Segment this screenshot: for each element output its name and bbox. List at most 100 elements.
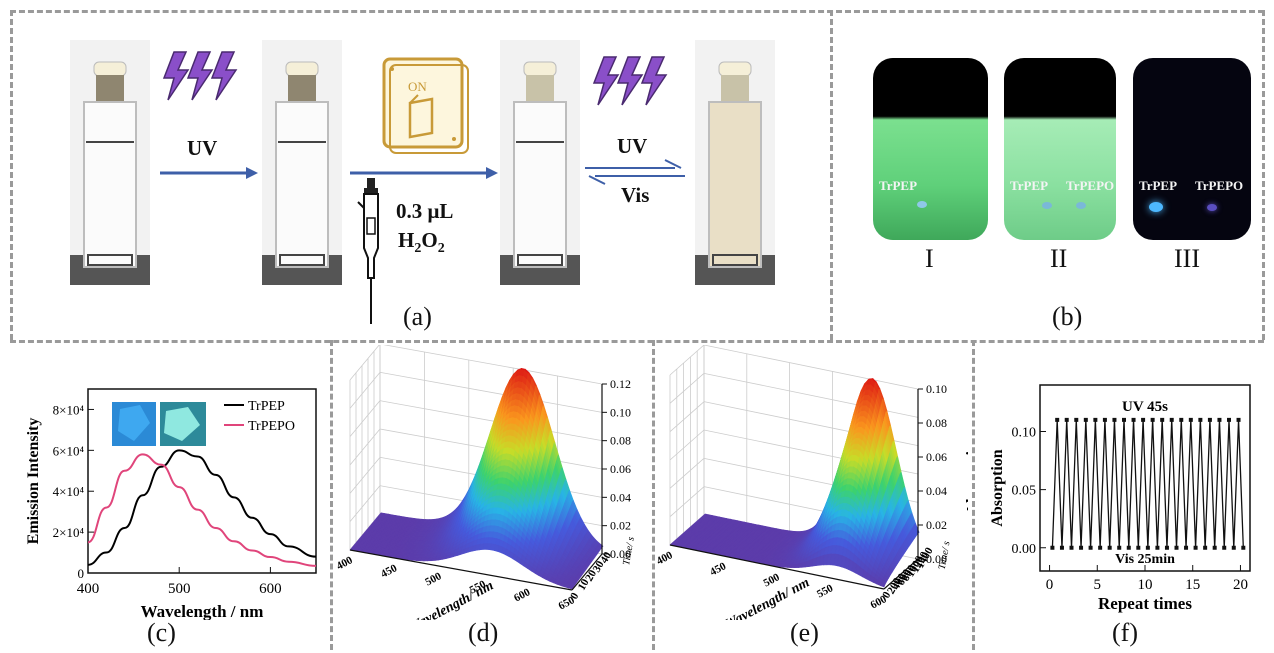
panel-border-c-d (330, 340, 333, 650)
series-line-TrPEP (87, 449, 317, 566)
caption-d: (d) (468, 618, 499, 647)
data-point (1098, 545, 1103, 550)
cuvette-1 (70, 40, 150, 285)
y-tick-label: 0.00 (1012, 542, 1037, 557)
data-point (1227, 417, 1231, 422)
y-axis-line (883, 558, 919, 590)
x-axis-label: Wavelength/ nm (407, 578, 497, 620)
y-tick-label: 2×10⁴ (53, 525, 85, 540)
data-point (1231, 545, 1236, 550)
z-tick-label: 0.12 (610, 377, 631, 391)
data-point (1102, 417, 1107, 422)
z-tick-label: 0.02 (926, 518, 947, 532)
arrow-right-2 (350, 167, 498, 179)
plot-frame (87, 388, 317, 574)
z-tick-label: 0.04 (610, 490, 631, 504)
photo-III: TrPEP TrPEPO (1133, 58, 1251, 240)
data-point (1236, 417, 1241, 422)
data-point (1207, 417, 1212, 422)
y-tick-label: 6×10⁴ (53, 443, 85, 458)
data-point (1188, 417, 1193, 422)
data-point (1174, 545, 1179, 550)
surface-mesh (669, 378, 920, 588)
data-point (1112, 417, 1117, 422)
photo-III-label-0: TrPEP (1139, 178, 1178, 193)
y-tick-label: 0.10 (1012, 426, 1037, 441)
grid-line (379, 371, 603, 413)
data-point (1164, 545, 1169, 550)
data-point (1222, 545, 1227, 550)
z-tick-label: 0.06 (610, 462, 631, 476)
data-point (1059, 545, 1064, 550)
panel-border-a-b (830, 10, 833, 340)
reagent-mid: O (421, 228, 438, 252)
grid-line (669, 429, 705, 461)
annotation-uv: UV 45s (1122, 399, 1168, 415)
surface-mesh (349, 367, 604, 590)
data-point (1122, 417, 1126, 422)
y-axis-label: Time/ s (937, 540, 953, 570)
cycling-line (1051, 419, 1244, 548)
x-axis-line (349, 549, 573, 591)
z-tick-label: 0.04 (926, 484, 947, 498)
data-point (1169, 417, 1174, 422)
uv-label-1: UV (187, 136, 218, 160)
data-point (1198, 417, 1203, 422)
x-tick-label: 400 (77, 581, 100, 597)
caption-c: (c) (147, 618, 176, 647)
data-point (1064, 417, 1069, 422)
x-tick-label: 550 (815, 582, 836, 601)
chart-c-series (87, 449, 317, 567)
panel-border-left (10, 10, 13, 340)
x-tick-label: 20 (1233, 577, 1248, 593)
x-tick-label: 10 (1138, 577, 1153, 593)
reagent-sub-2: 2 (437, 241, 445, 257)
caption-e: (e) (790, 618, 819, 647)
chart-c-axes: 400 500 600 0 2×10⁴ 4×10⁴ 6×10⁴ 8×10⁴ Wavelength… (25, 388, 317, 620)
arrow-right-1 (160, 167, 258, 179)
panel-border-top (10, 10, 1264, 13)
grid-line (349, 428, 381, 466)
data-point (1083, 417, 1088, 422)
data-point (1093, 417, 1098, 422)
crystal-shape (118, 405, 150, 441)
dose-label: 0.3 μL (396, 199, 454, 223)
data-point (1141, 417, 1146, 422)
y-axis-line (571, 553, 603, 591)
x-tick-label: 500 (168, 581, 191, 597)
grid-line (669, 486, 705, 517)
data-point (1126, 545, 1131, 550)
data-point (1241, 545, 1246, 550)
grid-line (349, 372, 381, 409)
photo-I: TrPEP (873, 58, 988, 240)
z-axis-label: Absorption (963, 432, 968, 515)
y-tick-label: 0 (568, 590, 581, 601)
grid-line (669, 458, 705, 489)
grid-line (379, 400, 603, 442)
reagent-label: H2O2 (398, 228, 445, 257)
x-tick-label: 500 (761, 571, 782, 590)
photo-II-roman: II (1050, 244, 1068, 273)
pipette-icon (357, 178, 379, 324)
x-tick-label: 400 (656, 549, 675, 568)
z-tick-label: 0.06 (926, 450, 947, 464)
z-tick-label: 0.08 (610, 434, 631, 448)
x-axis-label: Wavelength / nm (141, 602, 264, 620)
caption-b: (b) (1052, 302, 1083, 331)
data-point (1193, 545, 1198, 550)
x-tick-label: 400 (336, 554, 355, 573)
chart-c-legend: TrPEP TrPEPO (224, 399, 295, 434)
x-tick-label: 500 (423, 570, 444, 589)
caption-a: (a) (403, 302, 432, 331)
x-axis-line (669, 544, 885, 590)
panel-border-right (1262, 10, 1265, 340)
grid-line (383, 345, 603, 385)
x-tick-label: 600 (259, 581, 282, 597)
caption-f: (f) (1112, 618, 1138, 647)
photo-II-label-0: TrPEP (1010, 178, 1049, 193)
x-tick-label: 450 (708, 560, 729, 579)
cuvette-2 (262, 40, 342, 285)
panel-border-d-e (652, 340, 655, 650)
